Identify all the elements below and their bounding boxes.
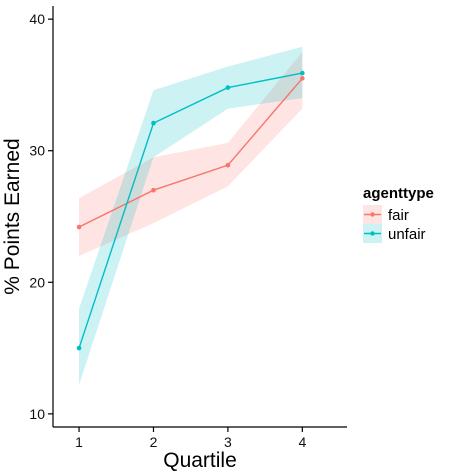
band-fair (79, 52, 303, 256)
line-fair (78, 77, 303, 228)
line-unfair (78, 72, 303, 349)
point-unfair (76, 345, 82, 351)
x-axis-ticks: 1 2 3 4 (75, 427, 306, 450)
series-lines (78, 72, 303, 349)
point-fair (76, 224, 82, 230)
x-tick-label: 1 (75, 434, 83, 450)
x-tick-label: 2 (150, 434, 158, 450)
point-unfair (151, 120, 156, 126)
legend-label-unfair: unfair (388, 226, 426, 243)
y-tick-label: 30 (29, 143, 45, 159)
plot-area (76, 46, 305, 385)
y-tick-label: 10 (29, 406, 45, 422)
point-unfair (225, 85, 231, 90)
y-tick-label: 20 (29, 274, 45, 290)
y-axis-title: % Points Earned (1, 138, 24, 294)
x-tick-label: 4 (298, 434, 306, 450)
legend-key-point (370, 231, 375, 236)
point-fair (151, 187, 156, 193)
point-fair (225, 162, 231, 168)
legend: agenttype fair unfair (363, 185, 434, 243)
legend-title: agenttype (363, 185, 434, 202)
band-unfair (79, 46, 303, 385)
legend-item-unfair: unfair (363, 224, 426, 243)
y-tick-label: 40 (29, 11, 45, 27)
legend-items: fair unfair (363, 205, 426, 243)
series-points (76, 70, 305, 351)
legend-key-point (370, 212, 375, 217)
legend-item-fair: fair (363, 205, 409, 224)
point-unfair (300, 70, 305, 76)
y-axis-ticks: 10 20 30 40 (29, 11, 53, 422)
point-fair (300, 76, 305, 81)
x-tick-label: 3 (224, 434, 232, 450)
legend-label-fair: fair (388, 207, 409, 224)
confidence-bands (79, 46, 303, 385)
x-axis-title: Quartile (163, 449, 237, 472)
